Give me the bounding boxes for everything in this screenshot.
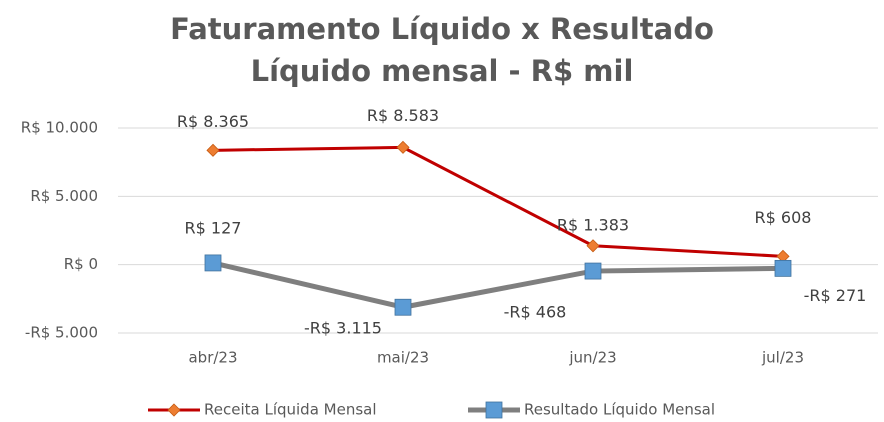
legend-marker [485,401,503,419]
y-tick-label: R$ 0 [64,255,98,273]
data-point [206,143,220,157]
x-tick-label: abr/23 [188,349,237,367]
series-line [212,260,784,310]
legend-label: Receita Líquida Mensal [204,401,377,419]
series-line [212,145,784,258]
x-tick-label: jul/23 [761,349,804,367]
data-label: -R$ 271 [804,286,867,305]
data-label: -R$ 468 [504,303,567,322]
data-point [586,239,600,253]
data-label: R$ 1.383 [557,215,629,234]
x-tick-label: mai/23 [377,349,429,367]
chart-title: Faturamento Líquido x Resultado Líquido … [170,12,714,88]
data-label: -R$ 3.115 [304,319,382,338]
data-label: R$ 8.365 [177,112,249,131]
data-point [774,259,792,277]
data-point [396,140,410,154]
x-tick-label: jun/23 [568,349,616,367]
y-tick-label: R$ 10.000 [21,119,98,137]
data-label: R$ 127 [185,218,242,237]
y-tick-label: -R$ 5.000 [25,324,98,342]
data-label: R$ 8.583 [367,106,439,125]
data-label: R$ 608 [755,208,812,227]
y-tick-label: R$ 5.000 [30,187,98,205]
data-point [394,298,412,316]
data-point [584,262,602,280]
data-point [204,254,222,272]
legend-label: Resultado Líquido Mensal [524,401,715,419]
legend-marker [167,403,181,417]
